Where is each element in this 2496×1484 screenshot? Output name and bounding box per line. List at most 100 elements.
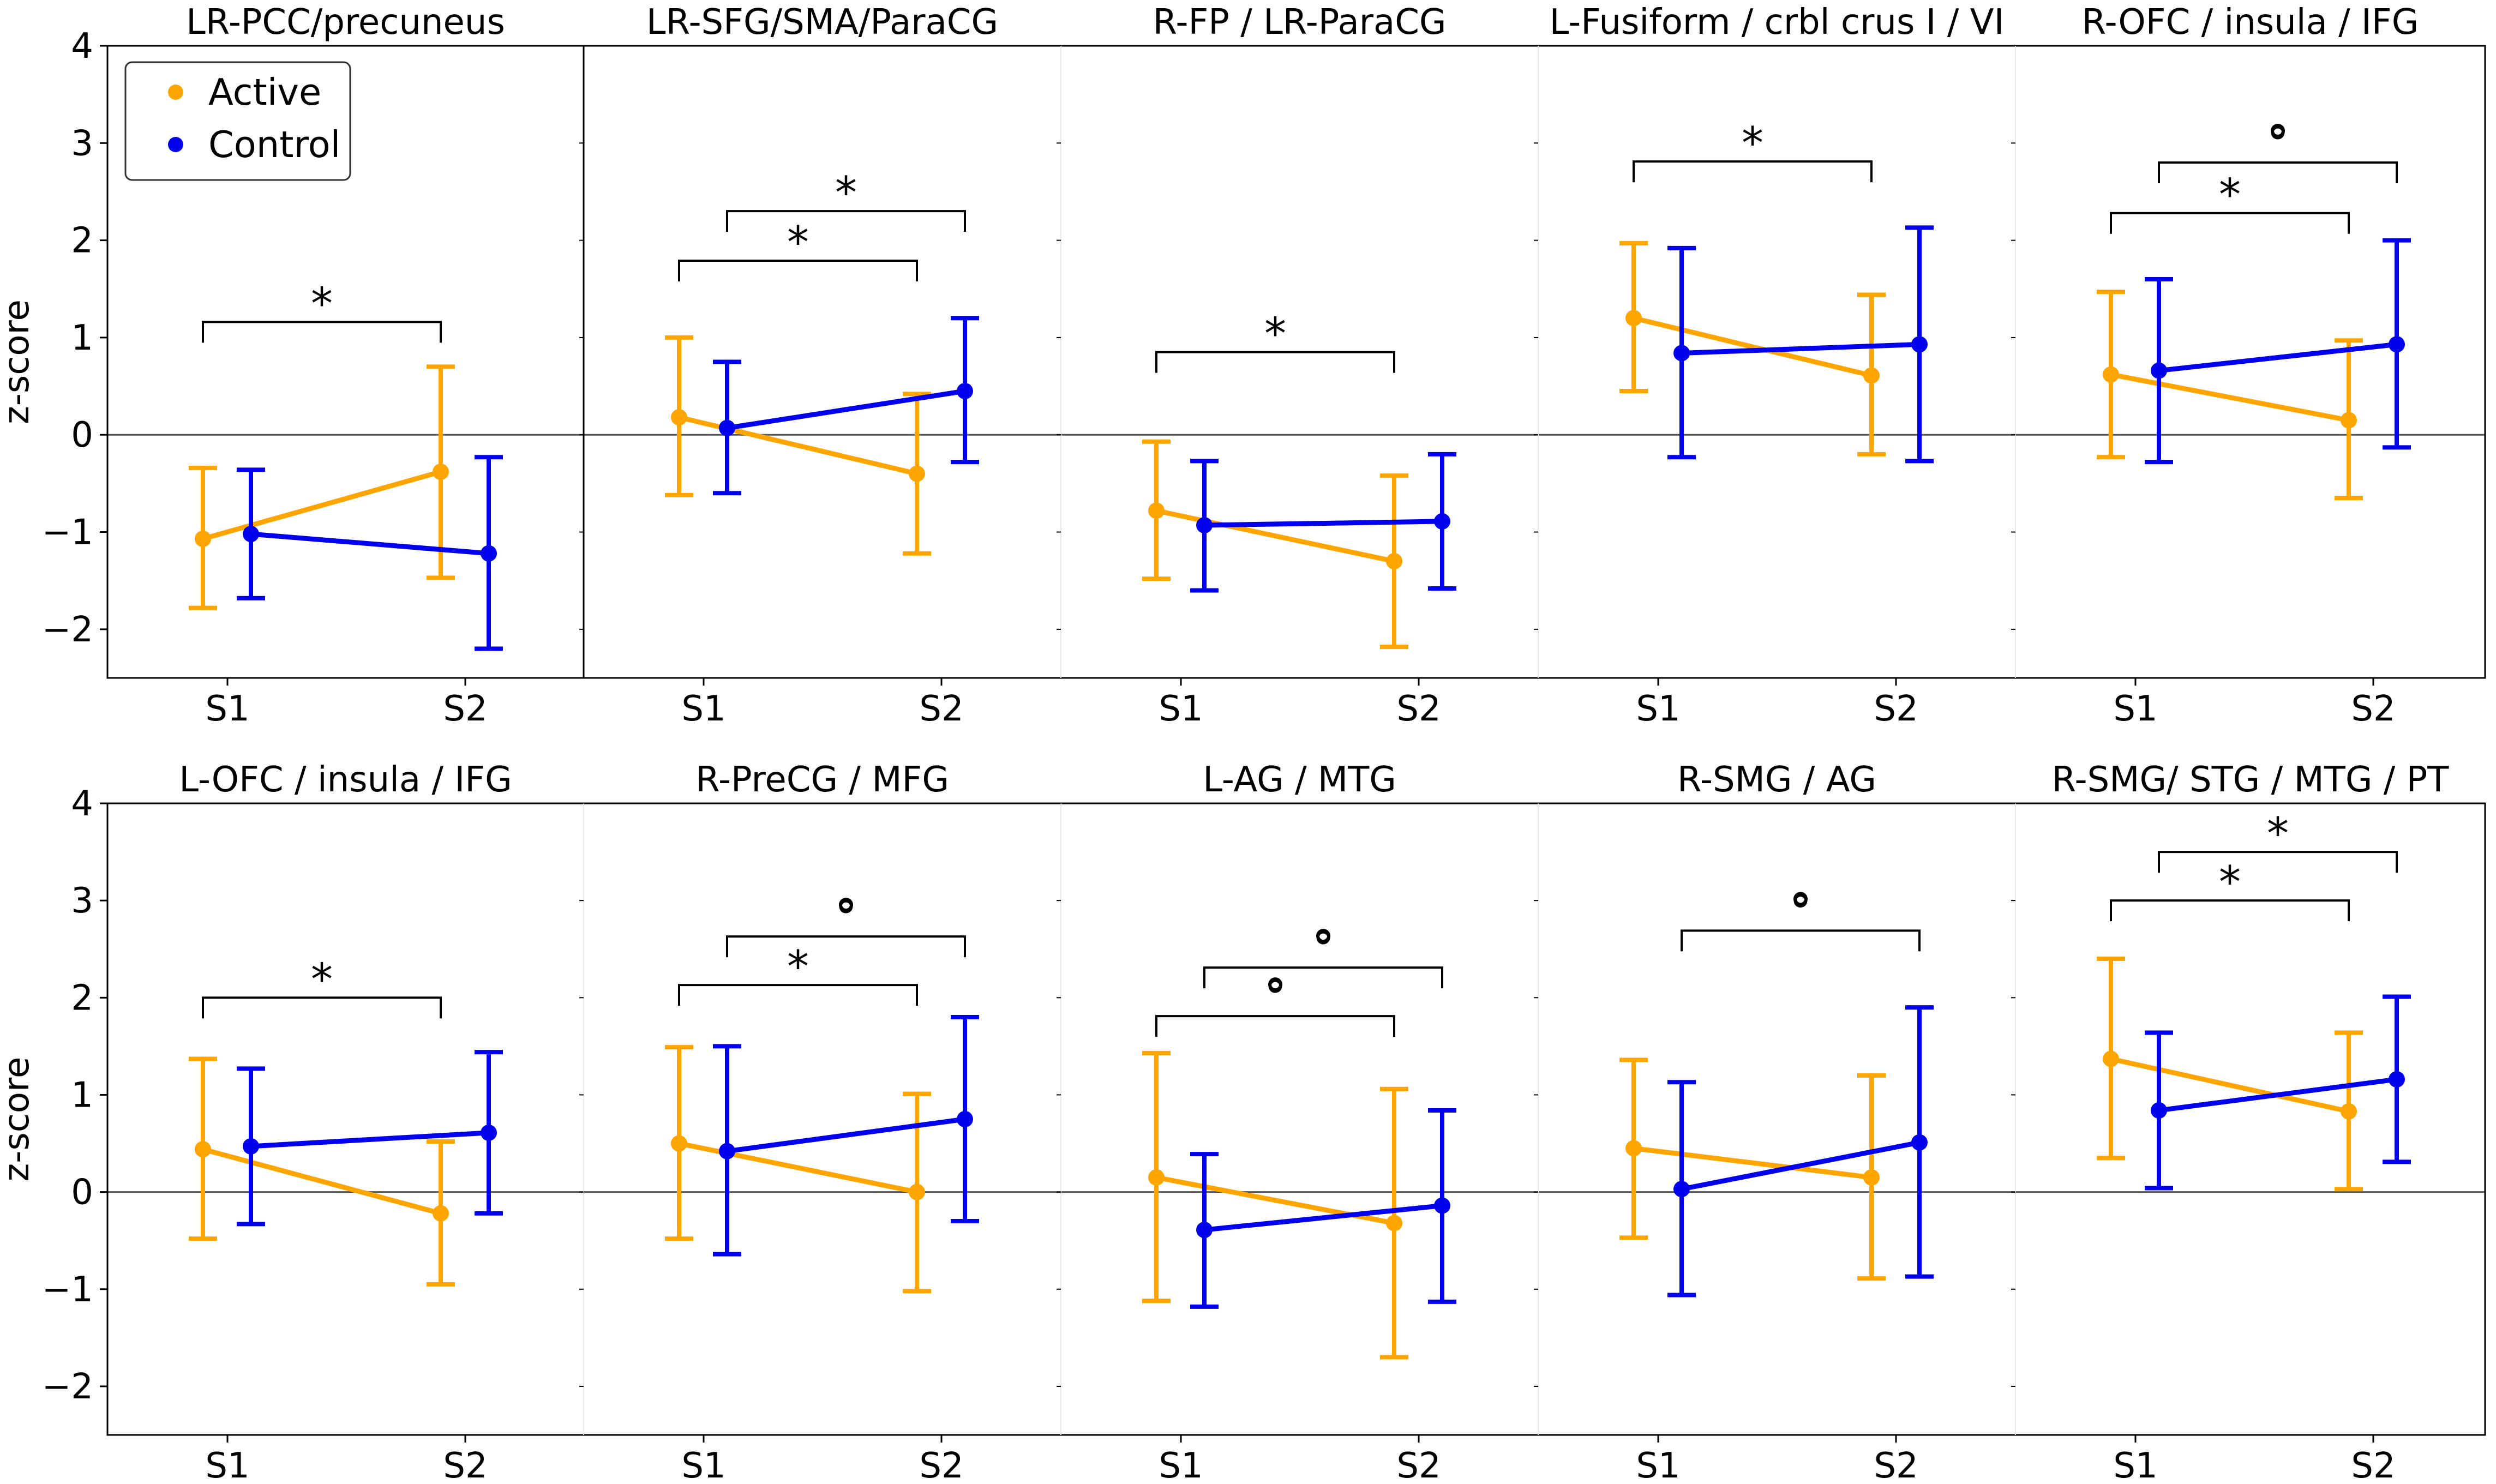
series-line	[250, 1130, 489, 1149]
series-control	[1190, 452, 1456, 593]
series-line	[2110, 372, 2349, 423]
panel-title: LR-PCC/precuneus	[186, 2, 505, 43]
x-tick-label: S2	[2351, 1446, 2395, 1484]
x-tick-label: S2	[919, 689, 963, 729]
x-tick-label: S2	[1396, 1446, 1441, 1484]
series-active	[2097, 290, 2363, 501]
x-tick-label: S1	[205, 689, 249, 729]
y-tick-label: −1	[42, 513, 93, 553]
significance-marker	[839, 898, 853, 912]
x-tick-label: S1	[1159, 689, 1203, 729]
data-point	[1673, 1181, 1690, 1198]
data-point	[1625, 310, 1642, 327]
significance-bracket	[202, 996, 442, 1019]
panel-title: R-FP / LR-ParaCG	[1153, 2, 1447, 43]
significance-bracket	[1681, 929, 1921, 952]
y-tick-label: −1	[42, 1270, 93, 1310]
data-point	[1911, 336, 1928, 353]
panel-title: R-PreCG / MFG	[695, 760, 949, 800]
series-line	[678, 414, 918, 476]
series-line	[1204, 1203, 1443, 1233]
significance-label: *	[787, 941, 809, 992]
legend-marker-control	[168, 137, 183, 152]
significance-bracket	[2158, 851, 2398, 873]
series-active	[1142, 439, 1408, 649]
significance-marker	[2271, 123, 2285, 138]
series-line	[679, 1141, 917, 1195]
data-point	[909, 1183, 925, 1200]
series-control	[2145, 238, 2411, 465]
data-point	[243, 1138, 259, 1155]
data-point	[719, 419, 735, 436]
significance-label: *	[835, 167, 857, 218]
significance-label: *	[787, 217, 809, 268]
y-tick-label: 2	[71, 978, 93, 1018]
series-active	[1619, 1058, 1886, 1281]
significance-label: *	[2267, 808, 2289, 859]
legend-marker-active	[168, 85, 183, 100]
data-point	[1863, 1169, 1880, 1186]
y-tick-label: 3	[71, 881, 93, 921]
significance-label: *	[1742, 118, 1763, 169]
data-point	[1863, 367, 1880, 384]
series-control	[713, 1014, 979, 1257]
data-point	[2151, 362, 2167, 379]
data-point	[719, 1143, 735, 1159]
series-line	[2158, 1077, 2397, 1113]
panel-6: L-OFC / insula / IFG S1 S2 *	[179, 760, 512, 1484]
series-line	[1156, 508, 1395, 564]
significance-bracket	[1203, 966, 1443, 989]
y-tick-label: 0	[71, 415, 93, 455]
panel-4: L-Fusiform / crbl crus I / VI S1 S2 *	[1550, 2, 2005, 729]
series-active	[1142, 1050, 1408, 1360]
legend-label-control: Control	[208, 123, 340, 166]
panel-3: R-FP / LR-ParaCG S1 S2 *	[1142, 2, 1456, 729]
panel-title: L-Fusiform / crbl crus I / VI	[1550, 2, 2005, 43]
data-point	[433, 463, 449, 480]
series-line	[202, 469, 442, 542]
series-active	[665, 1045, 931, 1294]
data-point	[1148, 502, 1165, 519]
data-point	[2341, 412, 2357, 429]
data-point	[195, 1141, 211, 1158]
significance-bracket	[2158, 161, 2398, 183]
data-point	[1911, 1134, 1928, 1151]
series-line	[1633, 1145, 1872, 1180]
series-line	[250, 531, 489, 556]
significance-bracket	[726, 935, 966, 958]
significance-marker	[1793, 892, 1808, 906]
data-point	[1625, 1140, 1642, 1157]
panel-title: LR-SFG/SMA/ParaCG	[646, 2, 998, 43]
significance-label: *	[2219, 857, 2241, 908]
x-tick-label: S1	[1159, 1446, 1203, 1484]
y-tick-label: 2	[71, 221, 93, 261]
significance-marker	[1316, 929, 1330, 944]
data-point	[957, 1111, 973, 1127]
x-tick-label: S2	[2351, 689, 2395, 729]
significance-label: *	[1264, 309, 1286, 359]
series-line	[727, 1116, 965, 1154]
data-point	[2103, 1050, 2119, 1067]
series-control	[1667, 1005, 1934, 1297]
legend-label-active: Active	[208, 71, 321, 113]
data-point	[2389, 1071, 2405, 1088]
significance-bracket	[1155, 351, 1395, 373]
data-point	[481, 545, 497, 562]
significance-bracket	[678, 260, 918, 282]
panel-title: L-AG / MTG	[1203, 760, 1396, 800]
data-point	[243, 526, 259, 543]
x-tick-label: S1	[681, 689, 725, 729]
series-control	[1190, 1108, 1456, 1309]
legend: Active Control	[124, 61, 351, 181]
series-line	[1681, 1140, 1920, 1192]
y-tick-label: 4	[71, 26, 93, 67]
y-tick-label: −2	[42, 1367, 93, 1407]
x-tick-label: S1	[2113, 1446, 2157, 1484]
series-control	[713, 316, 979, 496]
data-point	[481, 1124, 497, 1141]
series-active	[189, 364, 455, 610]
series-active	[2097, 957, 2363, 1192]
